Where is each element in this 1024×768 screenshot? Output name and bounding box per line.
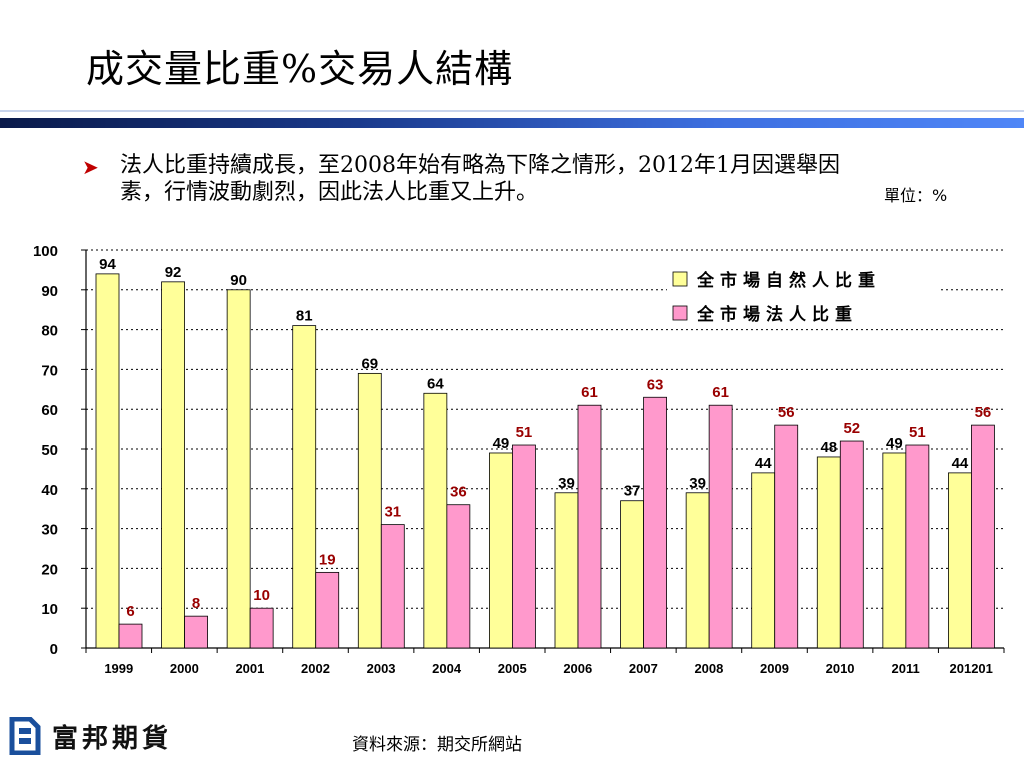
data-label-natural: 94 [99,256,116,273]
data-label-institutional: 19 [319,551,336,568]
bar-natural [816,456,841,649]
data-label-natural: 37 [624,483,641,500]
data-label-institutional: 63 [647,376,664,393]
bar-institutional [905,444,930,649]
x-tick-label: 2004 [432,661,462,676]
x-tick-label: 1999 [104,661,133,676]
bar-institutional [249,607,274,649]
data-label-institutional: 56 [975,404,992,421]
x-tick-label: 2008 [694,661,723,676]
data-label-natural: 90 [230,272,247,289]
data-label-natural: 64 [427,375,444,392]
bar-natural [226,289,251,649]
x-tick-label: 2001 [235,661,264,676]
bar-natural [948,472,972,649]
company-logo: 富邦期貨 [8,716,172,756]
bar-institutional [577,404,602,649]
data-label-natural: 69 [361,355,378,372]
bar-institutional [708,404,733,649]
data-label-institutional: 51 [909,424,926,441]
slide-title: 成交量比重%交易人結構 [86,47,514,91]
x-tick-label: 2003 [367,661,396,676]
legend-label-natural: 全市場自然人比重 [696,270,881,291]
legend-swatch-institutional [672,305,688,321]
x-tick-label: 2007 [629,661,658,676]
data-label-institutional: 51 [516,424,533,441]
y-tick-label: 20 [41,561,58,578]
fubon-logo-icon [9,717,41,755]
y-tick-label: 80 [41,323,58,340]
data-label-institutional: 56 [778,404,795,421]
x-tick-label: 201201 [950,661,993,676]
y-tick-label: 0 [50,641,58,658]
data-label-natural: 48 [820,439,837,456]
bar-natural [751,472,776,649]
title-divider-bar [0,118,1024,128]
data-label-natural: 39 [558,475,575,492]
data-label-natural: 49 [493,435,510,452]
data-source: 資料來源：期交所網站 [352,735,522,755]
bar-natural [357,372,382,649]
data-label-institutional: 36 [450,484,467,501]
bar-natural [95,273,120,649]
bullet-text: 法人比重持續成長，至2008年始有略為下降之情形，2012年1月因選舉因素，行情… [120,153,840,205]
bar-natural [423,392,448,649]
bar-natural [685,492,710,649]
bar-natural [882,452,907,649]
data-label-institutional: 6 [126,603,134,620]
bar-natural [554,492,579,649]
data-label-natural: 39 [689,475,706,492]
bar-institutional [774,424,799,649]
data-label-institutional: 31 [384,504,401,521]
bullet-point: ➤ 法人比重持續成長，至2008年始有略為下降之情形，2012年1月因選舉因素，… [82,152,882,206]
bar-institutional [446,504,471,649]
y-tick-label: 10 [41,601,58,618]
y-tick-label: 30 [41,522,58,539]
x-tick-label: 2006 [563,661,592,676]
y-tick-label: 90 [41,283,58,300]
legend-background [667,262,939,328]
data-label-institutional: 10 [253,587,270,604]
bar-institutional [315,571,340,649]
bar-institutional [643,396,667,649]
y-tick-label: 40 [41,482,58,499]
title-divider-thin [0,110,1024,112]
bar-natural [292,325,317,649]
y-tick-label: 70 [41,362,58,379]
data-label-natural: 44 [755,455,772,472]
x-tick-label: 2011 [892,661,920,676]
bar-institutional [839,440,864,649]
data-label-institutional: 61 [581,384,598,401]
y-tick-label: 100 [33,243,58,260]
data-label-natural: 81 [296,308,313,325]
data-label-natural: 49 [886,435,903,452]
data-label-institutional: 8 [192,595,200,612]
bar-institutional [184,615,208,649]
unit-label: 單位：% [884,186,948,205]
bar-institutional [380,524,405,649]
x-tick-label: 2010 [826,661,855,676]
legend-label-institutional: 全市場法人比重 [696,304,858,325]
bar-institutional [971,424,995,649]
y-tick-label: 60 [41,402,58,419]
data-label-institutional: 52 [843,420,860,437]
x-tick-label: 2009 [760,661,789,676]
bar-natural [620,500,644,649]
data-label-natural: 92 [165,264,182,281]
x-tick-label: 2005 [498,661,527,676]
data-label-institutional: 61 [712,384,729,401]
bar-natural [161,281,185,649]
bullet-arrow-icon: ➤ [82,155,99,179]
bar-natural [489,452,513,649]
bar-institutional [512,444,536,649]
bar-institutional [118,623,143,649]
x-tick-label: 2000 [170,661,199,676]
legend-swatch-natural [672,271,688,287]
data-label-natural: 44 [952,455,969,472]
x-tick-label: 2002 [301,661,330,676]
y-tick-label: 50 [41,442,58,459]
logo-text: 富邦期貨 [52,723,173,754]
